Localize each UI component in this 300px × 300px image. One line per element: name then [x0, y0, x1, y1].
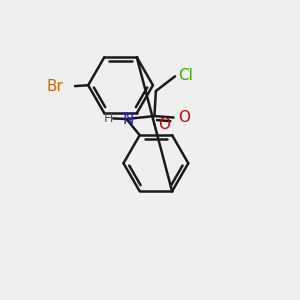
Text: O: O [158, 117, 170, 132]
Text: O: O [178, 110, 190, 125]
Text: Br: Br [46, 79, 63, 94]
Text: N: N [122, 112, 134, 127]
Text: Cl: Cl [178, 68, 194, 82]
Text: H: H [104, 112, 113, 125]
